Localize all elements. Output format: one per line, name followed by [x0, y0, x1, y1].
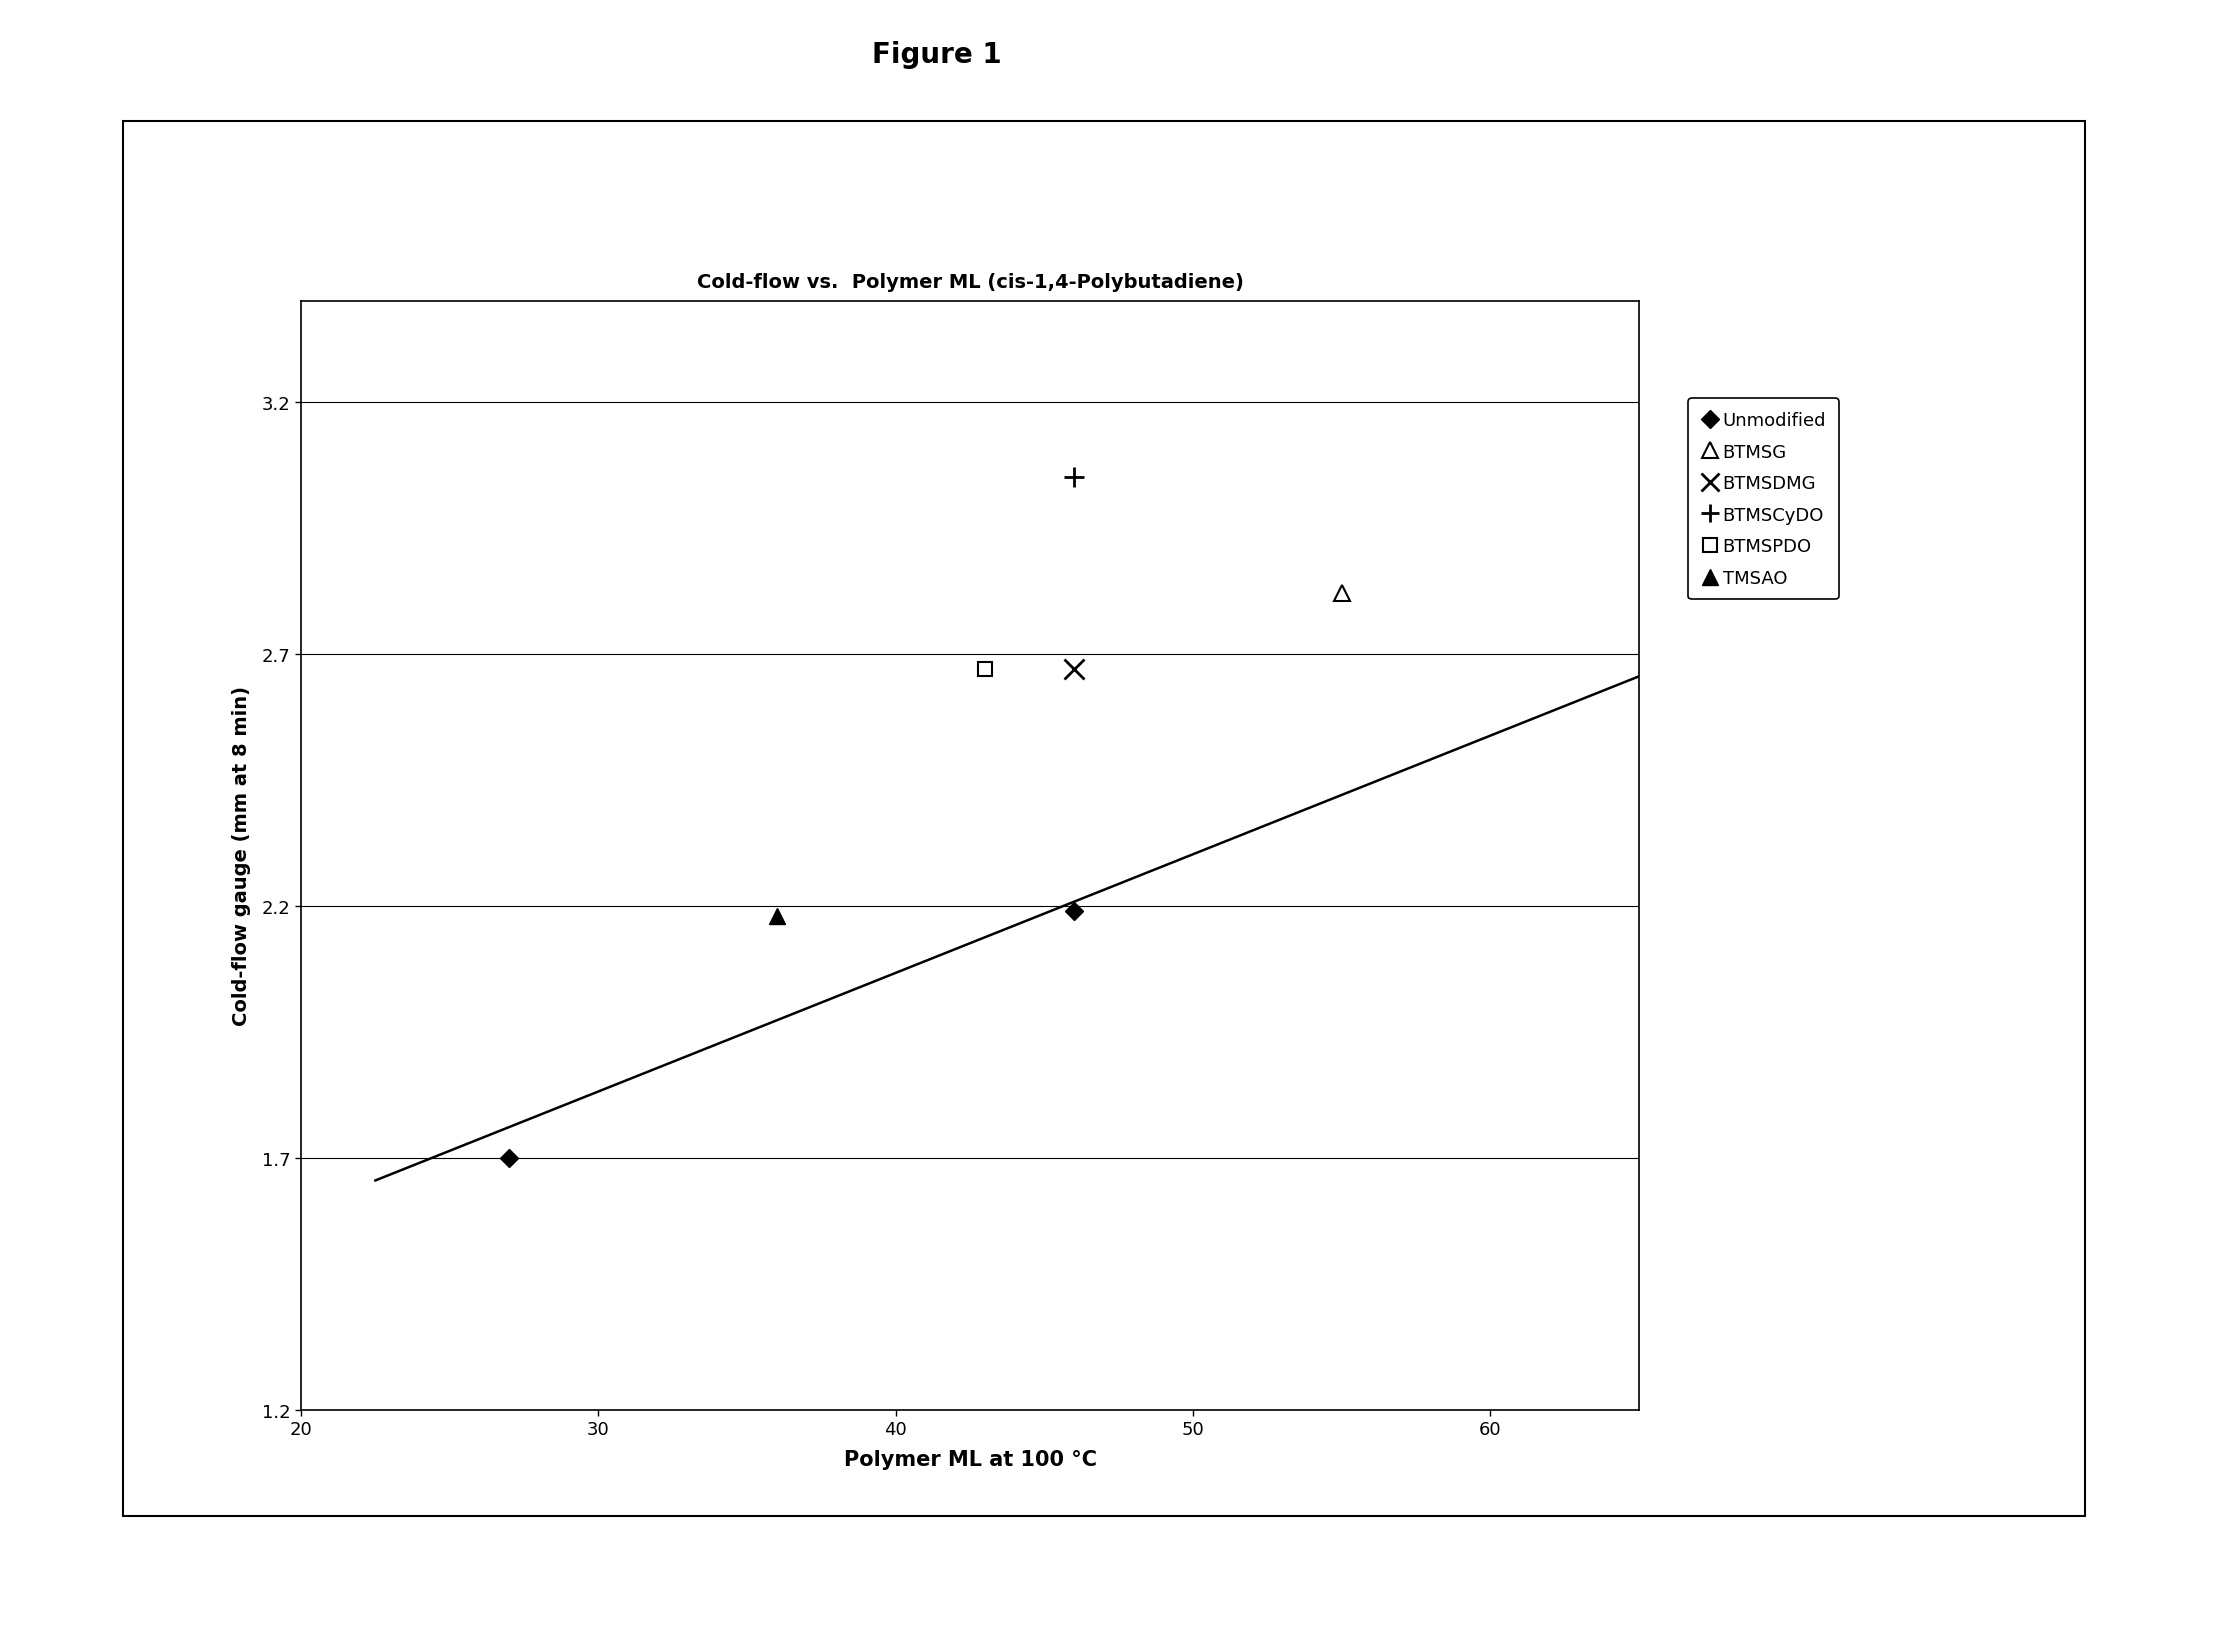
Y-axis label: Cold-flow gauge (mm at 8 min): Cold-flow gauge (mm at 8 min) — [232, 686, 250, 1025]
Text: Figure 1: Figure 1 — [872, 41, 1001, 68]
Title: Cold-flow vs.  Polymer ML (cis-1,4-Polybutadiene): Cold-flow vs. Polymer ML (cis-1,4-Polybu… — [696, 272, 1244, 292]
X-axis label: Polymer ML at 100 °C: Polymer ML at 100 °C — [843, 1449, 1097, 1469]
Legend: Unmodified, BTMSG, BTMSDMG, BTMSCyDO, BTMSPDO, TMSAO: Unmodified, BTMSG, BTMSDMG, BTMSCyDO, BT… — [1688, 399, 1840, 600]
